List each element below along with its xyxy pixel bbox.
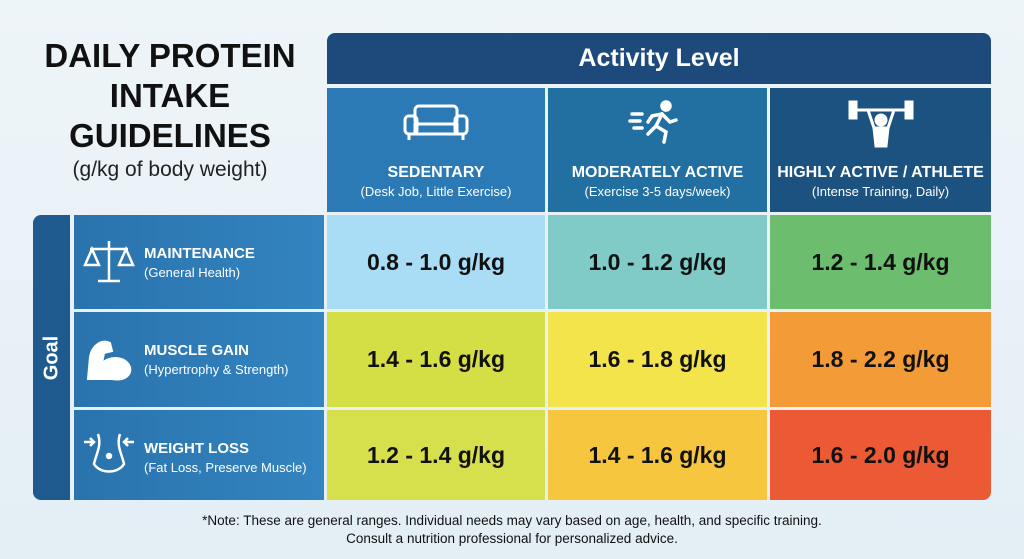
- column-name: HIGHLY ACTIVE / ATHLETE: [777, 164, 984, 181]
- row-desc: (General Health): [144, 265, 241, 280]
- column-name: SEDENTARY: [387, 164, 485, 181]
- row-name: WEIGHT LOSS: [144, 440, 249, 457]
- row-header: MUSCLE GAIN (Hypertrophy & Strength): [74, 312, 324, 407]
- row-header: WEIGHT LOSS (Fat Loss, Preserve Muscle): [74, 410, 324, 500]
- row-header: MAINTENANCE (General Health): [74, 215, 324, 309]
- value-cell: 1.4 - 1.6 g/kg: [327, 312, 545, 407]
- title-line: INTAKE: [109, 77, 231, 114]
- value-cell: 1.6 - 2.0 g/kg: [770, 410, 991, 500]
- note: *Note: These are general ranges. Individ…: [202, 513, 822, 528]
- column-header: HIGHLY ACTIVE / ATHLETE (Intense Trainin…: [770, 88, 991, 212]
- column-name: MODERATELY ACTIVE: [571, 164, 744, 181]
- scale-icon: [83, 241, 135, 283]
- title: DAILY PROTEIN INTAKE GUIDELINES: [20, 36, 320, 156]
- column-desc: (Intense Training, Daily): [811, 184, 950, 199]
- value-cell: 1.2 - 1.4 g/kg: [770, 215, 991, 309]
- arm-icon: [86, 340, 132, 380]
- value-cell: 1.4 - 1.6 g/kg: [548, 410, 767, 500]
- weightlifter-icon: [848, 100, 913, 148]
- waist-icon: [84, 433, 134, 473]
- column-desc: (Exercise 3-5 days/week): [584, 184, 731, 199]
- subtitle: (g/kg of body weight): [72, 158, 268, 181]
- title-line: GUIDELINES: [69, 117, 271, 154]
- column-group-label: Activity Level: [578, 44, 740, 72]
- row-name: MUSCLE GAIN: [144, 342, 249, 359]
- title-line: DAILY PROTEIN: [44, 37, 296, 74]
- column-header: SEDENTARY (Desk Job, Little Exercise): [327, 88, 545, 212]
- column-desc: (Desk Job, Little Exercise): [360, 184, 512, 199]
- column-group-header: Activity Level: [327, 33, 991, 84]
- row-desc: (Hypertrophy & Strength): [144, 362, 289, 377]
- row-group-header: Goal: [33, 215, 70, 500]
- runner-icon: [627, 100, 678, 144]
- row-group-label: Goal: [40, 335, 62, 380]
- note: Consult a nutrition professional for per…: [346, 531, 678, 546]
- value-cell: 1.0 - 1.2 g/kg: [548, 215, 767, 309]
- value-cell: 0.8 - 1.0 g/kg: [327, 215, 545, 309]
- value-cell: 1.8 - 2.2 g/kg: [770, 312, 991, 407]
- column-header: MODERATELY ACTIVE (Exercise 3-5 days/wee…: [548, 88, 767, 212]
- sofa-icon: [403, 104, 469, 140]
- value-cell: 1.2 - 1.4 g/kg: [327, 410, 545, 500]
- row-desc: (Fat Loss, Preserve Muscle): [144, 460, 307, 475]
- value-cell: 1.6 - 1.8 g/kg: [548, 312, 767, 407]
- row-name: MAINTENANCE: [144, 245, 255, 262]
